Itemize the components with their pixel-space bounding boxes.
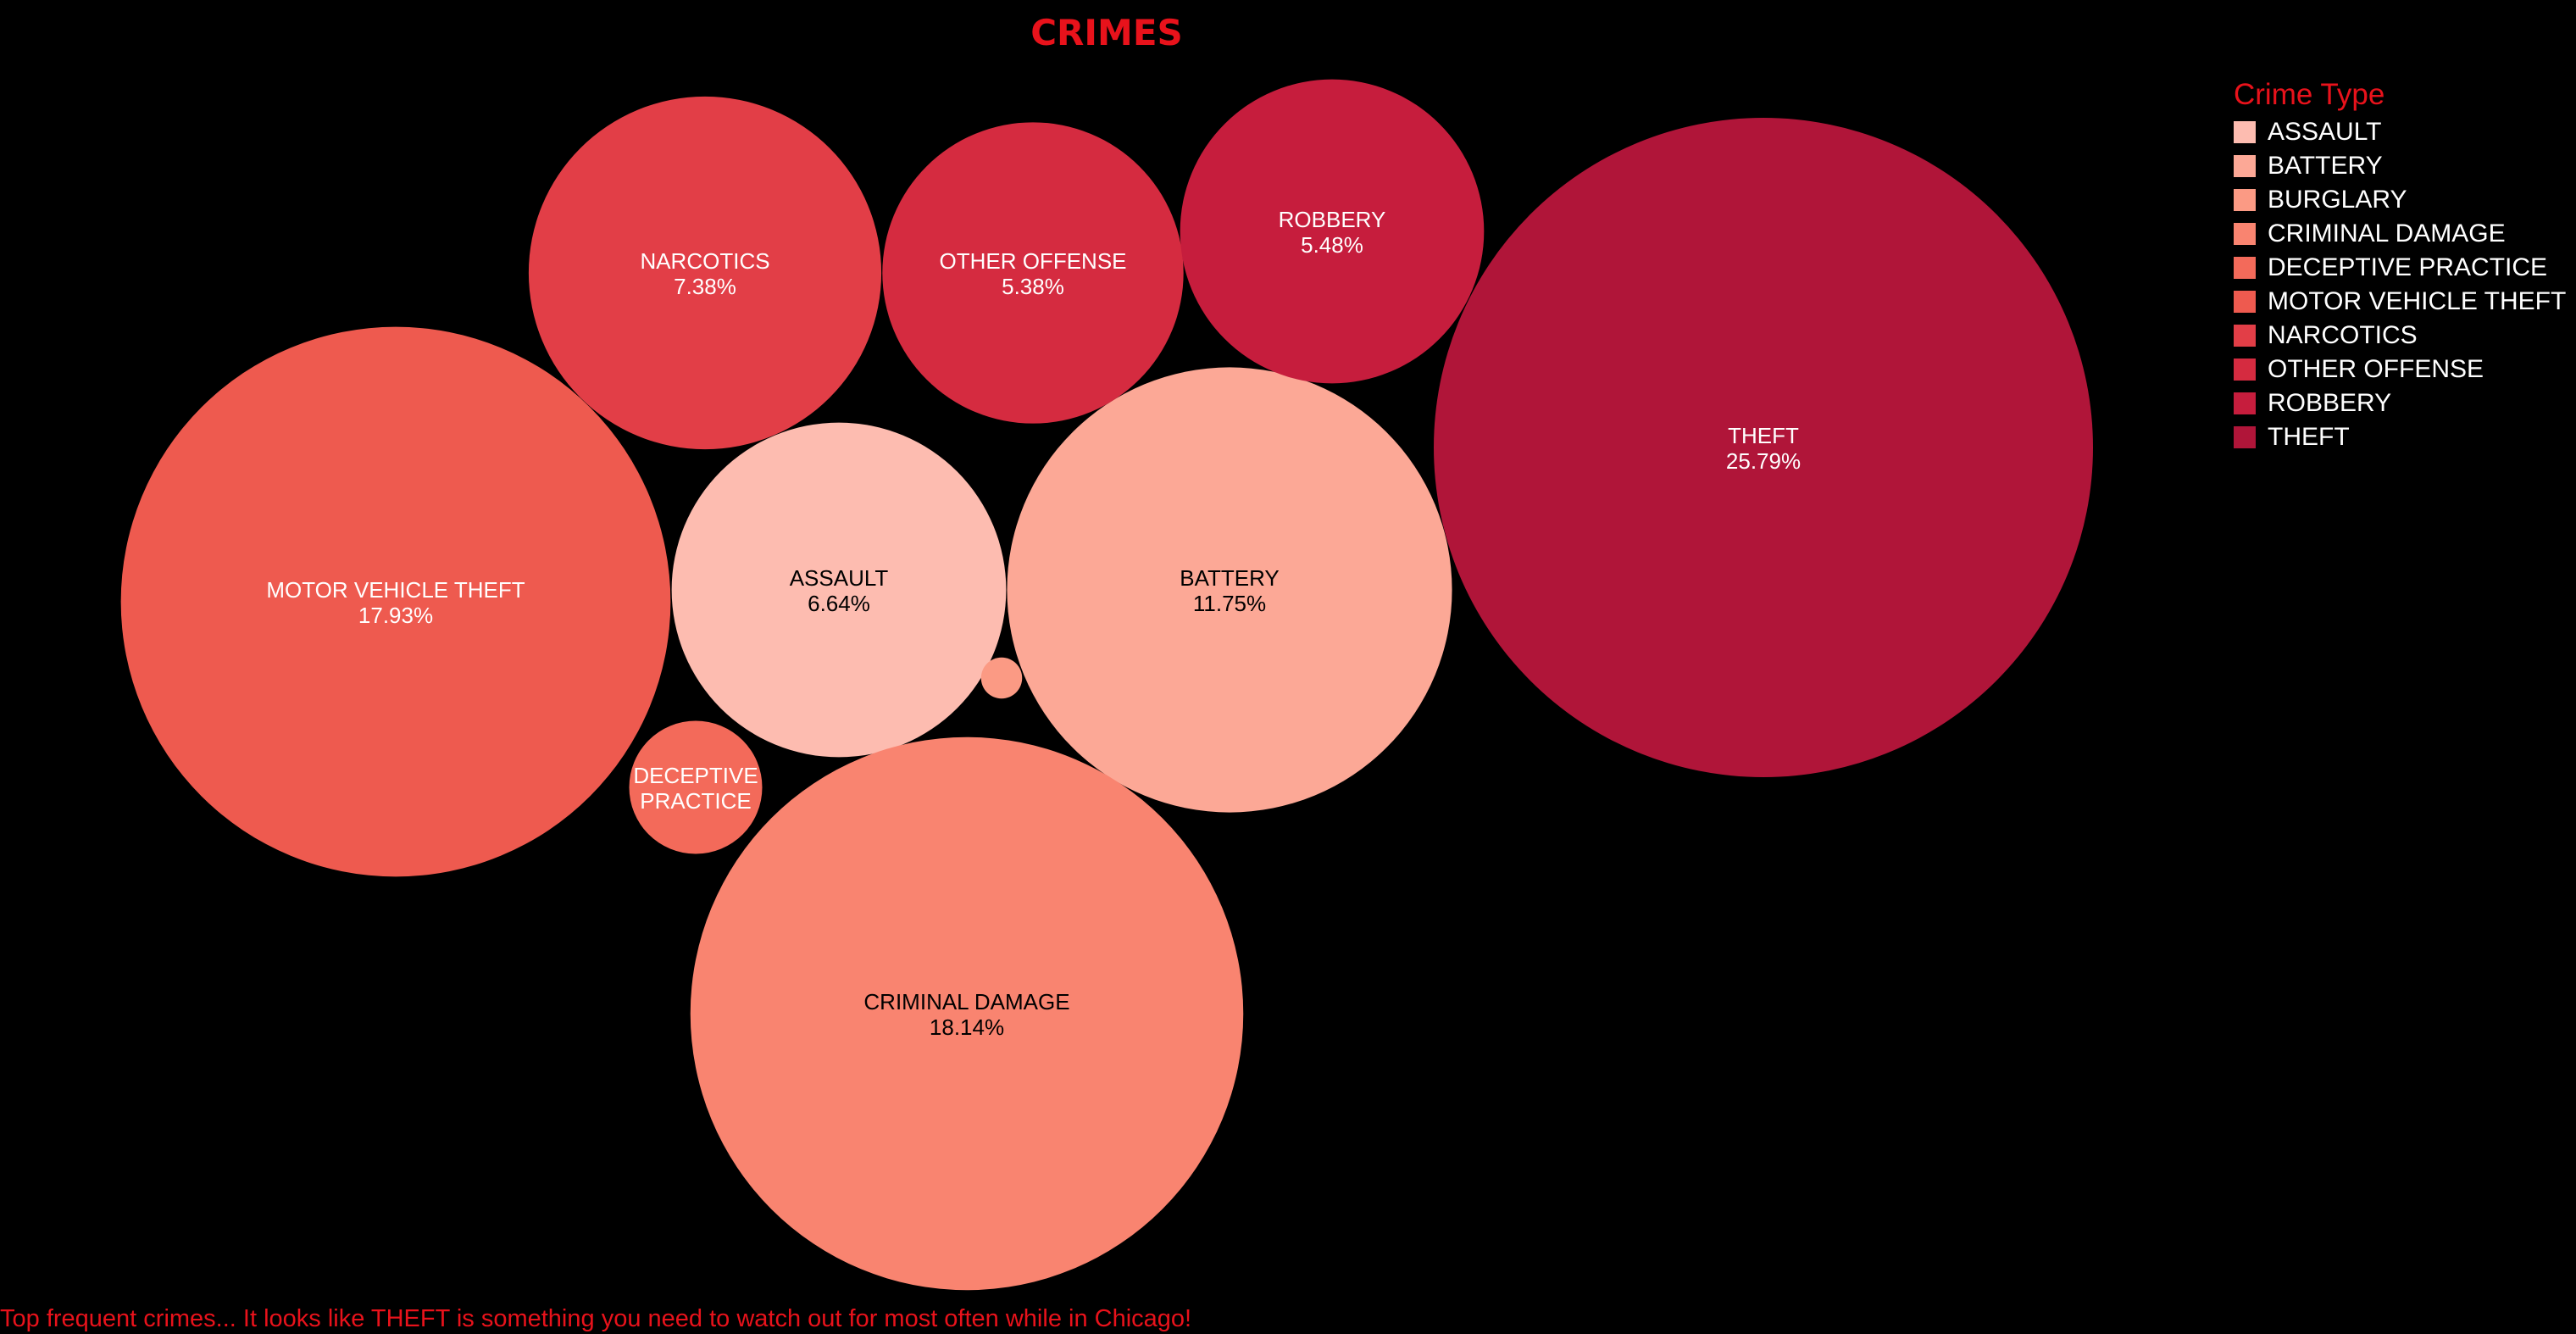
bubble-label-other-offense: OTHER OFFENSE	[939, 248, 1126, 274]
bubble-label-robbery: ROBBERY	[1279, 207, 1386, 232]
bubble-circle-criminal-damage	[690, 736, 1244, 1291]
bubble-label-assault: ASSAULT	[790, 565, 889, 591]
legend-item-burglary: BURGLARY	[2234, 183, 2566, 217]
bubble-value-assault: 6.64%	[808, 591, 870, 616]
chart-title: CRIMES	[1030, 12, 1183, 53]
bubble-label-deceptive-practice: PRACTICE	[640, 788, 751, 814]
bubble-value-robbery: 5.48%	[1301, 232, 1363, 258]
legend-label-criminal-damage: CRIMINAL DAMAGE	[2268, 220, 2506, 247]
legend-item-assault: ASSAULT	[2234, 115, 2566, 149]
legend-item-other-offense: OTHER OFFENSE	[2234, 353, 2566, 386]
bubble-value-narcotics: 7.38%	[674, 274, 736, 299]
legend-item-motor-vehicle-theft: MOTOR VEHICLE THEFT	[2234, 285, 2566, 319]
legend-item-theft: THEFT	[2234, 420, 2566, 454]
bubble-label-narcotics: NARCOTICS	[640, 248, 769, 274]
legend-label-battery: BATTERY	[2268, 152, 2383, 180]
bubble-burglary	[980, 657, 1023, 699]
legend-item-robbery: ROBBERY	[2234, 386, 2566, 420]
legend-swatch-criminal-damage	[2234, 223, 2256, 245]
legend-swatch-other-offense	[2234, 359, 2256, 381]
bubble-circle-robbery	[1180, 79, 1485, 384]
bubble-value-theft: 25.79%	[1726, 448, 1801, 474]
legend-swatch-robbery	[2234, 392, 2256, 414]
legend-label-assault: ASSAULT	[2268, 118, 2382, 146]
legend-item-narcotics: NARCOTICS	[2234, 319, 2566, 353]
bubble-label-criminal-damage: CRIMINAL DAMAGE	[863, 989, 1069, 1014]
bubble-circle-burglary	[980, 657, 1023, 699]
legend-swatch-assault	[2234, 121, 2256, 143]
bubble-value-motor-vehicle-theft: 17.93%	[358, 603, 433, 628]
legend-label-motor-vehicle-theft: MOTOR VEHICLE THEFT	[2268, 287, 2567, 315]
legend-swatch-burglary	[2234, 189, 2256, 211]
bubble-circle-narcotics	[528, 96, 882, 450]
legend-label-other-offense: OTHER OFFENSE	[2268, 355, 2484, 383]
caption: Top frequent crimes... It looks like THE…	[0, 1305, 1192, 1332]
bubble-label-battery: BATTERY	[1180, 565, 1280, 591]
legend-swatch-theft	[2234, 426, 2256, 448]
legend-label-theft: THEFT	[2268, 423, 2350, 451]
legend-item-deceptive-practice: DECEPTIVE PRACTICE	[2234, 251, 2566, 285]
legend-item-criminal-damage: CRIMINAL DAMAGE	[2234, 217, 2566, 251]
bubble-circle-assault	[671, 422, 1007, 758]
bubble-label-motor-vehicle-theft: MOTOR VEHICLE THEFT	[266, 577, 525, 603]
legend-swatch-motor-vehicle-theft	[2234, 291, 2256, 313]
bubble-label-theft: THEFT	[1728, 423, 1799, 448]
legend-label-narcotics: NARCOTICS	[2268, 321, 2418, 349]
legend-swatch-narcotics	[2234, 325, 2256, 347]
legend-title: Crime Type	[2234, 78, 2385, 111]
bubble-value-battery: 11.75%	[1193, 591, 1266, 616]
legend-swatch-deceptive-practice	[2234, 257, 2256, 279]
legend: Crime Type ASSAULT BATTERY BURGLARY CRIMINA…	[2234, 78, 2566, 454]
bubble-circle-other-offense	[882, 122, 1184, 424]
legend-item-battery: BATTERY	[2234, 149, 2566, 183]
bubble-label-deceptive-practice: DECEPTIVE	[633, 763, 758, 788]
bubble-circle-battery	[1007, 367, 1452, 813]
bubble-value-criminal-damage: 18.14%	[930, 1014, 1004, 1040]
legend-label-burglary: BURGLARY	[2268, 186, 2407, 214]
bubble-circle-motor-vehicle-theft	[120, 326, 671, 877]
legend-label-deceptive-practice: DECEPTIVE PRACTICE	[2268, 253, 2548, 281]
legend-swatch-battery	[2234, 155, 2256, 177]
legend-label-robbery: ROBBERY	[2268, 389, 2392, 417]
bubble-value-other-offense: 5.38%	[1002, 274, 1064, 299]
bubble-circle-deceptive-practice	[629, 720, 763, 854]
bubble-circle-theft	[1433, 117, 2094, 778]
